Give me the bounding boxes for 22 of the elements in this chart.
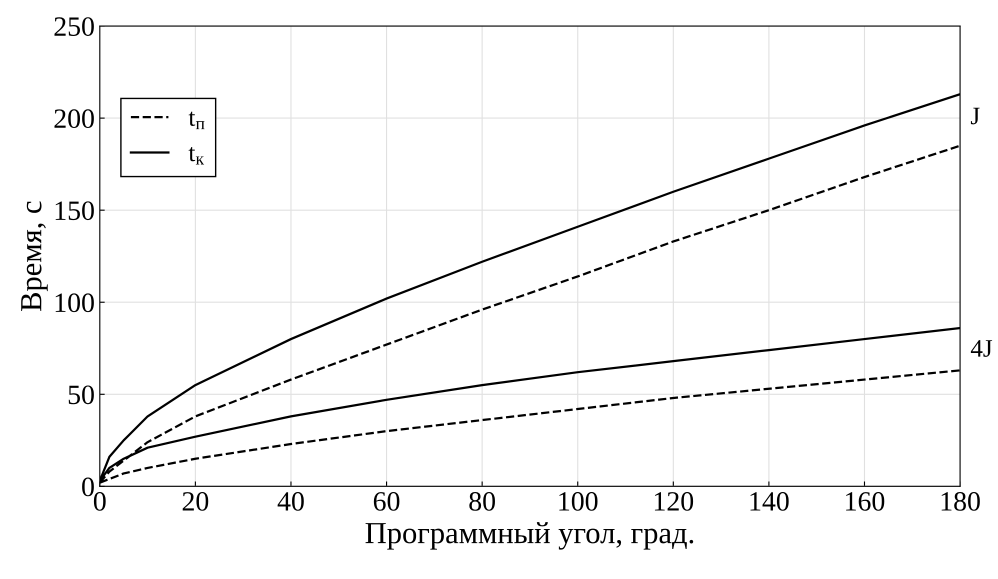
x-tick-label: 100 [559,492,598,511]
x-tick-label: 60 [374,492,400,511]
x-tick-label: 140 [750,492,789,511]
y-tick-label: 100 [56,293,94,312]
legend-label: t$_{к}$ [188,146,204,164]
x-tick-label: 0 [94,492,106,511]
text: J [970,108,980,124]
y-axis-title: Время, с [21,201,48,312]
y-tick-label: 250 [54,17,94,36]
y-tick-label: 0 [82,478,94,496]
y-tick-label: 50 [68,385,94,404]
x-tick-label: 180 [942,492,980,511]
x-tick-label: 80 [469,492,495,511]
x-tick-label: 120 [654,492,694,511]
text: 4J [970,340,992,357]
y-tick-label: 150 [56,201,94,220]
legend-label: t$_{п}$ [188,112,205,130]
x-tick-label: 160 [846,492,884,511]
x-tick-label: 20 [182,492,208,511]
x-axis-title: Программный угол, град. [366,522,694,550]
x-tick-label: 40 [278,492,304,511]
y-tick-label: 200 [54,109,94,128]
